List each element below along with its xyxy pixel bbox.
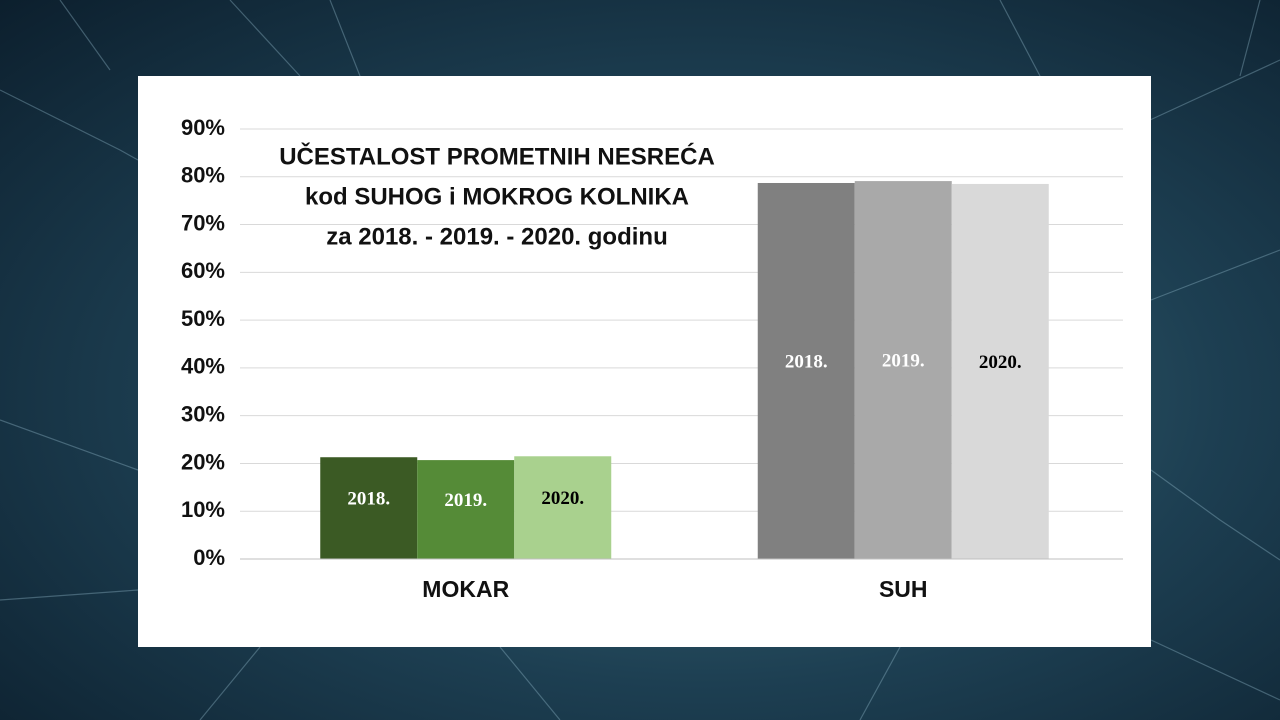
- bar: [417, 460, 515, 559]
- bar-label: 2018.: [347, 488, 390, 509]
- bar-label: 2019.: [444, 490, 487, 511]
- y-tick-label: 30%: [181, 401, 225, 426]
- y-tick-label: 80%: [181, 163, 225, 188]
- bar-label: 2020.: [979, 352, 1022, 373]
- bar-label: 2020.: [541, 488, 584, 509]
- y-tick-label: 40%: [181, 354, 225, 379]
- x-tick-label: SUH: [879, 576, 928, 602]
- bar: [854, 181, 952, 560]
- y-tick-label: 50%: [181, 306, 225, 331]
- chart-title: za 2018. - 2019. - 2020. godinu: [326, 223, 667, 250]
- x-tick-label: MOKAR: [422, 576, 509, 602]
- bar: [514, 456, 612, 559]
- y-tick-label: 90%: [181, 115, 225, 140]
- y-tick-label: 0%: [193, 545, 225, 570]
- bar-label: 2018.: [785, 351, 828, 372]
- y-tick-label: 20%: [181, 449, 225, 474]
- y-tick-label: 10%: [181, 497, 225, 522]
- bar: [951, 183, 1049, 559]
- chart: 0% 10% 20% 30% 40% 50% 60% 70% 80% 90% UČESTALOST …: [181, 115, 1123, 602]
- bar: [320, 457, 418, 559]
- chart-title: kod SUHOG i MOKROG KOLNIKA: [305, 183, 689, 210]
- bar: [757, 182, 855, 559]
- y-tick-label: 70%: [181, 210, 225, 235]
- bar-label: 2019.: [882, 350, 925, 371]
- chart-title: UČESTALOST PROMETNIH NESREĆA: [279, 142, 715, 170]
- y-tick-label: 60%: [181, 258, 225, 283]
